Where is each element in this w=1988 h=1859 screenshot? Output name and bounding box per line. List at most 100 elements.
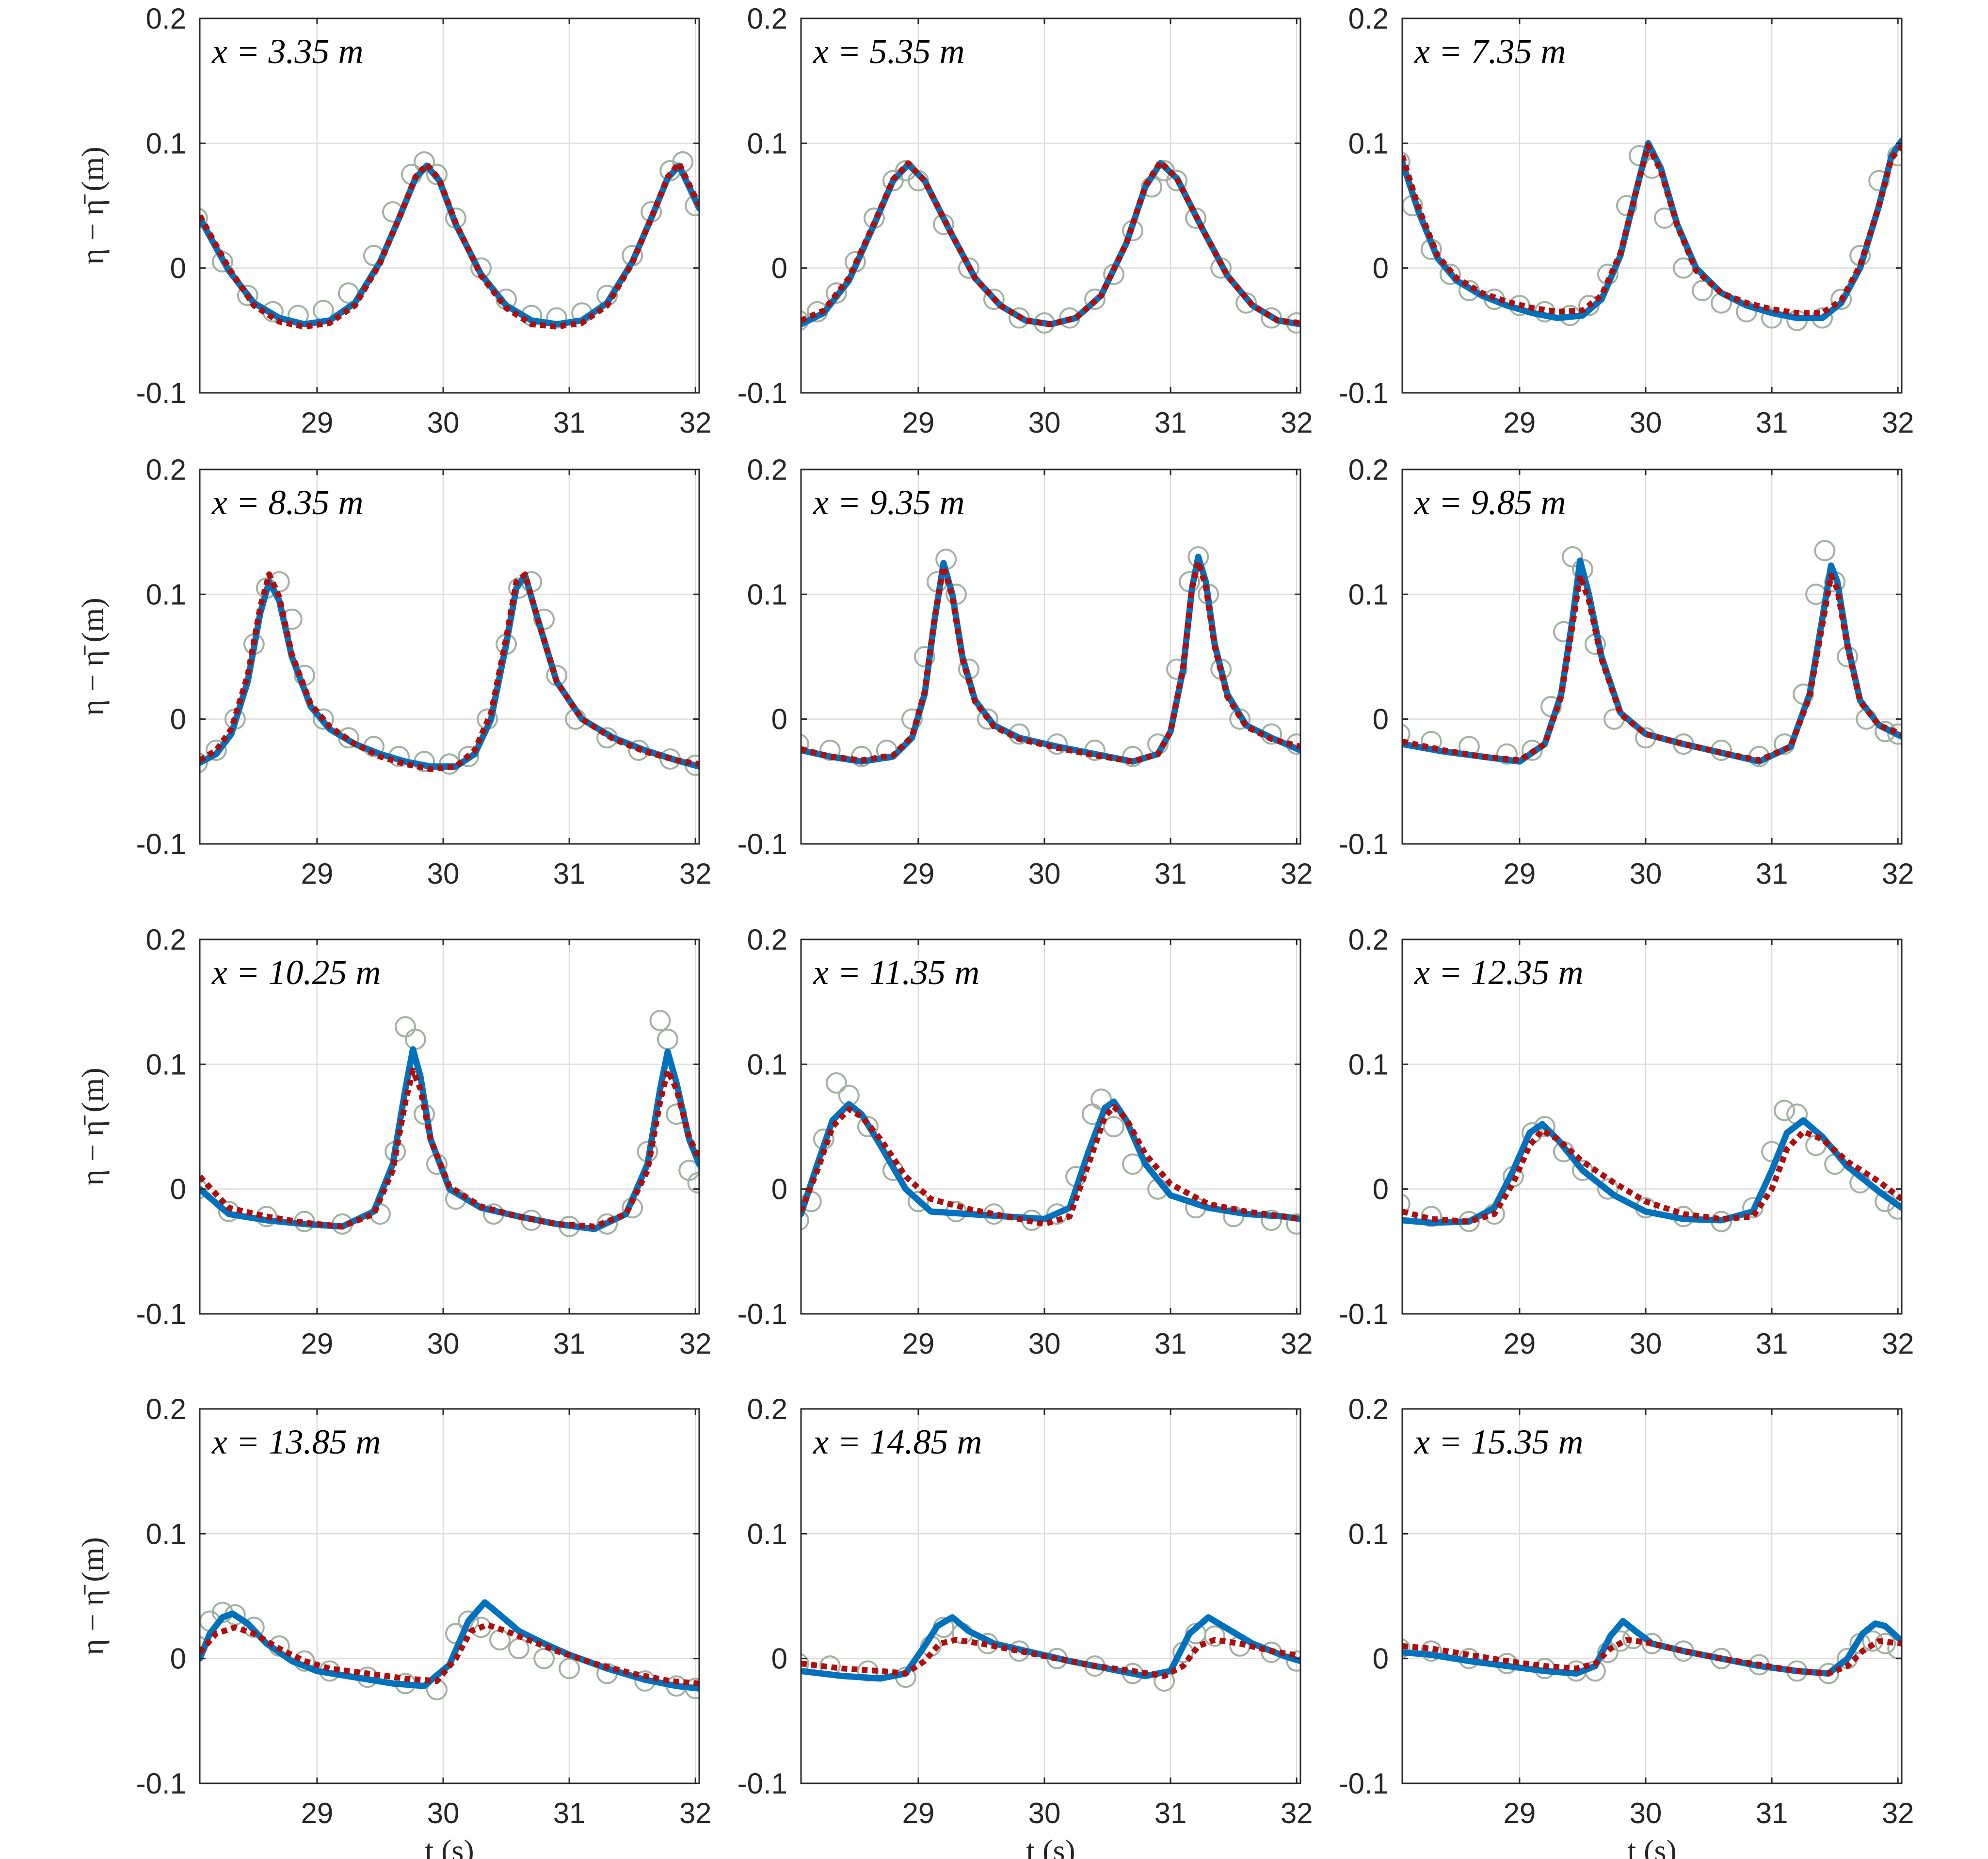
data-layer [200,151,699,330]
plot-area [801,939,1300,1314]
panel-title: x = 10.25 m [211,953,381,992]
y-tick-label: 0 [771,1173,787,1206]
x-axis-label: t (s) [1026,1833,1075,1859]
axes-box [800,938,1301,1315]
measured-point [1103,1116,1125,1137]
measured-point [958,257,979,279]
measured-point [200,1179,208,1200]
axes-box [199,17,700,394]
y-tick-label: -0.1 [136,1767,186,1800]
x-tick-label: 31 [1756,857,1788,890]
x-tick-label: 29 [1504,1797,1536,1829]
panel-title: x = 9.35 m [813,483,965,522]
x-tick-label: 29 [902,1797,935,1829]
y-tick-label: -0.1 [737,1298,787,1330]
model-dotted-line [200,1622,699,1687]
model-dotted-line [1402,143,1902,316]
x-tick-label: 30 [1630,406,1662,439]
x-axis-label: t (s) [1627,1833,1676,1859]
measured-point [983,289,1005,310]
y-tick-label: 0 [1373,703,1389,736]
subplot-2: 29 30 31 32 0.2 0.1 0 -0.1 x = 5.35 m [737,2,1313,439]
y-tick-label: -0.1 [136,828,186,860]
y-tick-label: -0.1 [1339,1767,1389,1800]
subplot-6: 29 30 31 32 0.2 0.1 0 -0.1 x = 9.85 m [1339,453,1914,890]
y-tick-label: 0 [170,703,186,736]
x-tick-label: 29 [902,1327,935,1360]
y-tick-label: 0.2 [747,2,787,35]
x-tick-label: 32 [679,857,712,890]
subplot-11: 29 30 31 32 0.2 0.1 0 -0.1 x = 14.85 m t (s) [737,1393,1313,1859]
y-tick-label: -0.1 [737,377,787,409]
y-tick-label: 0.2 [1348,453,1389,486]
y-tick-label: -0.1 [737,828,787,860]
panel-title: x = 14.85 m [813,1423,982,1461]
measured-point [1439,263,1461,285]
measured-point [458,745,480,767]
axes-box [1401,938,1903,1315]
y-tick-label: -0.1 [1339,828,1389,860]
measured-point [1166,658,1188,680]
y-tick-label: 0.2 [146,923,186,956]
measured-point [1402,1638,1411,1659]
model-dotted-line [200,1067,699,1229]
model-solid-line [801,1099,1300,1222]
data-layer [801,1614,1300,1692]
x-tick-label: 29 [1504,857,1536,890]
y-tick-label: 0.1 [146,127,186,160]
y-tick-label: 0.1 [747,578,787,611]
y-tick-label: 0.2 [1348,1393,1389,1425]
panel-title: x = 9.85 m [1414,483,1566,522]
y-tick-label: 0.2 [747,923,787,956]
panel-title: x = 5.35 m [813,32,965,71]
model-solid-line [1402,1117,1902,1226]
measured-point [1185,207,1207,229]
measured-point [426,163,448,185]
measured-point [1261,1210,1283,1231]
x-tick-label: 30 [1028,1327,1061,1360]
panel-title: x = 3.35 m [211,32,364,71]
axes-box [800,1408,1301,1784]
y-tick-label: 0 [1373,252,1389,285]
measured-point [857,1116,879,1137]
x-tick-label: 29 [301,1327,334,1360]
x-tick-label: 30 [427,406,460,439]
y-tick-label: 0.1 [747,1048,787,1081]
measured-point [1742,1197,1764,1219]
y-tick-label: 0 [771,252,787,285]
measured-point [533,1648,555,1669]
measured-point [801,1653,809,1674]
y-tick-label: 0 [1373,1643,1389,1675]
x-tick-label: 29 [301,857,334,890]
x-tick-label: 30 [427,1327,460,1360]
y-tick-label: 0.1 [1348,578,1389,611]
measured-point [237,285,258,307]
plot-area [200,469,699,844]
y-tick-label: 0 [170,252,186,285]
x-tick-label: 29 [1504,1327,1536,1360]
measured-point [649,1010,671,1032]
x-tick-label: 30 [1630,857,1662,890]
data-layer [801,546,1300,767]
measured-point [1887,723,1902,745]
y-tick-label: 0.2 [146,2,186,35]
measured-point [907,1191,929,1212]
model-dotted-line [200,571,699,772]
plot-area [1402,18,1902,393]
measured-point [801,733,809,755]
x-tick-label: 32 [679,1797,712,1829]
x-tick-label: 30 [427,1797,460,1829]
x-tick-label: 29 [301,406,334,439]
measured-point [200,752,208,774]
y-tick-label: 0.1 [1348,1518,1389,1550]
y-tick-label: 0.1 [146,1048,186,1081]
x-tick-label: 30 [1028,857,1061,890]
x-tick-label: 30 [1028,1797,1061,1829]
data-layer [1402,1099,1902,1232]
plot-area [801,1409,1300,1783]
plot-area [801,18,1300,393]
x-tick-label: 32 [1882,406,1914,439]
x-tick-label: 32 [1281,406,1313,439]
y-tick-label: 0.2 [146,453,186,486]
